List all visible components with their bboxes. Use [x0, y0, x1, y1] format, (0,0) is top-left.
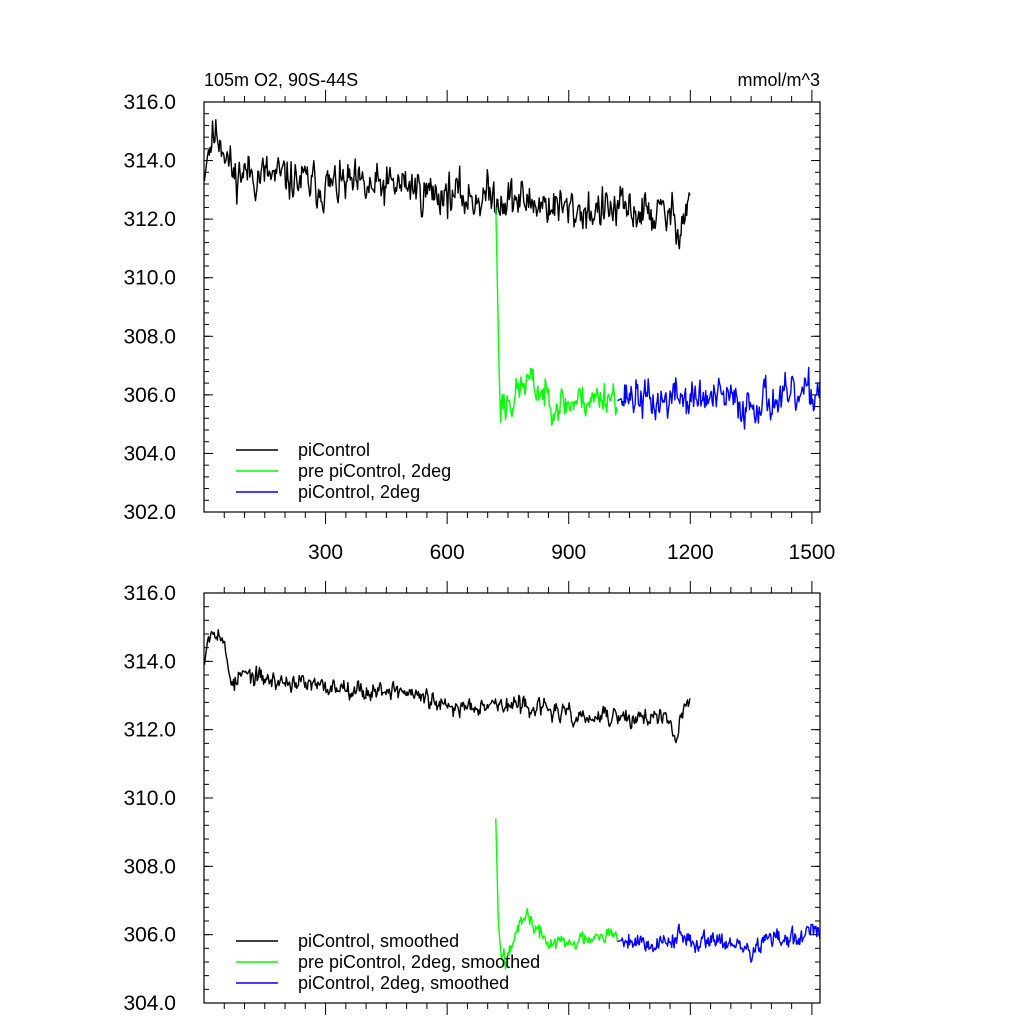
- y-tick-label: 310.0: [123, 787, 176, 810]
- series-line-1: [203, 629, 691, 744]
- bottom-plot-frame: [203, 592, 821, 1004]
- x-tick-label: 900: [551, 541, 586, 564]
- legend-label: piControl, smoothed: [298, 931, 459, 951]
- y-tick-label: 316.0: [123, 582, 176, 605]
- y-tick-label: 302.0: [123, 501, 176, 524]
- y-tick-label: 304.0: [123, 992, 176, 1015]
- y-tick-label: 316.0: [123, 91, 176, 114]
- y-tick-label: 306.0: [123, 924, 176, 947]
- legend-label: pre piControl, 2deg: [298, 461, 451, 481]
- bottom-axes-ticks: 304.0 306.0 308.0 310.0 312.0 314.0 316.0: [123, 581, 820, 1015]
- top-panel: 105m O2, 90S-44S mmol/m^3 302.0 304.0 306.…: [123, 70, 835, 564]
- legend-label: piControl: [298, 440, 370, 460]
- bottom-series-group: [203, 629, 821, 970]
- y-tick-label: 308.0: [123, 325, 176, 348]
- x-tick-label: 1200: [667, 541, 714, 564]
- y-tick-label: 308.0: [123, 855, 176, 878]
- x-tick-label: 600: [430, 541, 465, 564]
- y-tick-label: 304.0: [123, 442, 176, 465]
- series-line-2: [495, 818, 619, 970]
- legend-label: piControl, 2deg, smoothed: [298, 973, 509, 993]
- y-tick-label: 314.0: [123, 650, 176, 673]
- bottom-panel: 304.0 306.0 308.0 310.0 312.0 314.0 316.0 piCo…: [123, 581, 821, 1015]
- chart-title: 105m O2, 90S-44S: [204, 70, 358, 90]
- series-line-3: [617, 366, 821, 430]
- series-line-2: [495, 207, 619, 426]
- legend-label: pre piControl, 2deg, smoothed: [298, 952, 540, 972]
- series-line-1: [203, 119, 691, 250]
- top-series-group: [203, 119, 821, 430]
- y-tick-label: 314.0: [123, 150, 176, 173]
- legend-label: piControl, 2deg: [298, 482, 420, 502]
- y-tick-label: 312.0: [123, 208, 176, 231]
- top-axes-ticks: 302.0 304.0 306.0 308.0 310.0 312.0 314.0 316.0…: [123, 90, 835, 564]
- x-tick-label: 300: [308, 541, 343, 564]
- units-label: mmol/m^3: [738, 70, 820, 90]
- series-line-3: [617, 923, 821, 963]
- y-tick-label: 312.0: [123, 719, 176, 742]
- x-tick-label: 1500: [789, 541, 836, 564]
- y-tick-label: 306.0: [123, 384, 176, 407]
- top-plot-frame: [203, 101, 821, 513]
- y-tick-label: 310.0: [123, 267, 176, 290]
